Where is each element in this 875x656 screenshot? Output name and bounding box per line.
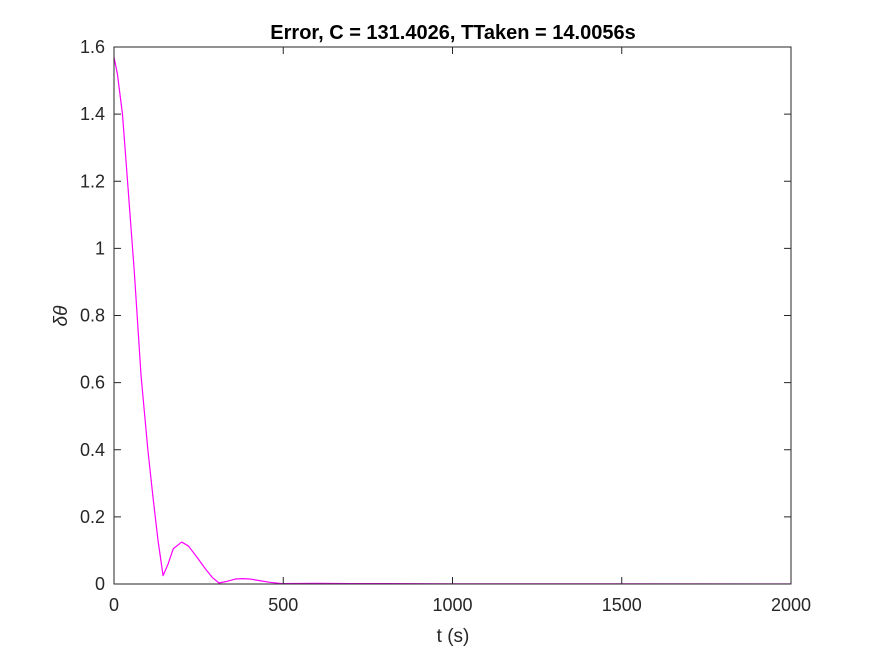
y-tick-label: 0 — [95, 574, 105, 594]
y-tick-label: 1 — [95, 238, 105, 258]
chart-title: Error, C = 131.4026, TTaken = 14.0056s — [270, 22, 635, 44]
y-tick-label: 0.4 — [80, 440, 105, 460]
y-axis: 0 0.2 0.4 0.6 0.8 1 1.2 1.4 1.6 — [80, 37, 791, 594]
y-tick-label: 1.2 — [80, 171, 105, 191]
y-tick-label: 1.6 — [80, 37, 105, 57]
y-tick-label: 0.6 — [80, 373, 105, 393]
x-axis: 0 500 1000 1500 2000 — [109, 47, 811, 615]
x-tick-label: 2000 — [771, 595, 811, 615]
x-tick-label: 1000 — [432, 595, 472, 615]
x-tick-label: 500 — [268, 595, 298, 615]
x-tick-label: 1500 — [602, 595, 642, 615]
y-tick-label: 0.2 — [80, 507, 105, 527]
x-tick-label: 0 — [109, 595, 119, 615]
y-axis-label: δθ — [51, 305, 72, 327]
x-axis-label: t (s) — [437, 626, 470, 647]
y-tick-label: 1.4 — [80, 104, 105, 124]
y-tick-label: 0.8 — [80, 306, 105, 326]
